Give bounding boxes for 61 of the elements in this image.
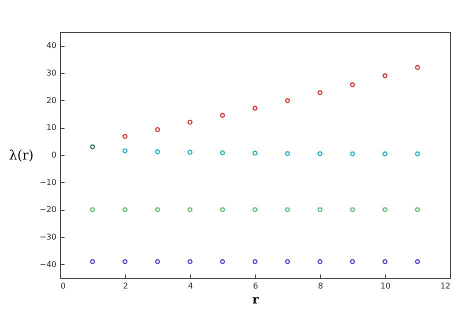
point bbox=[90, 144, 95, 150]
point bbox=[220, 150, 225, 156]
point bbox=[382, 259, 388, 264]
point bbox=[285, 259, 290, 264]
point bbox=[155, 207, 160, 212]
point bbox=[415, 259, 420, 264]
point bbox=[122, 148, 128, 154]
x-tick-label: 0 bbox=[60, 282, 66, 290]
y-axis-title: λ(r) bbox=[9, 148, 34, 164]
point bbox=[318, 259, 322, 264]
x-tick-label: 10 bbox=[380, 282, 391, 290]
y-tick-label: 10 bbox=[46, 123, 56, 132]
point bbox=[285, 98, 290, 104]
point bbox=[188, 259, 192, 264]
point bbox=[90, 207, 95, 212]
point bbox=[318, 151, 322, 156]
y-tick-label: 40 bbox=[46, 41, 56, 50]
point bbox=[220, 207, 225, 212]
x-axis-title: r bbox=[252, 292, 260, 306]
y-tick-label: −20 bbox=[40, 205, 56, 214]
point bbox=[382, 207, 388, 212]
point bbox=[415, 207, 420, 212]
point bbox=[155, 149, 160, 154]
point bbox=[382, 73, 388, 78]
point bbox=[382, 151, 388, 156]
y-tick-label: −40 bbox=[40, 260, 56, 269]
point bbox=[350, 259, 355, 264]
point bbox=[350, 207, 355, 212]
point bbox=[350, 82, 355, 88]
point bbox=[318, 90, 322, 96]
y-tick-label: 0 bbox=[51, 150, 56, 160]
y-tick-label: −30 bbox=[40, 232, 56, 242]
point bbox=[188, 150, 192, 155]
point bbox=[415, 65, 420, 70]
x-tick-label: 12 bbox=[440, 282, 450, 290]
y-tick-label: 30 bbox=[46, 68, 56, 78]
point bbox=[415, 151, 420, 156]
point bbox=[285, 207, 290, 212]
x-tick-label: 8 bbox=[318, 282, 324, 290]
point bbox=[252, 106, 258, 111]
point bbox=[220, 259, 225, 264]
point bbox=[155, 259, 160, 264]
y-tick-label: 20 bbox=[46, 96, 56, 105]
point bbox=[252, 259, 258, 264]
y-tick-label: −10 bbox=[40, 178, 56, 187]
point bbox=[155, 127, 160, 132]
point bbox=[318, 207, 322, 212]
x-tick-label: 2 bbox=[122, 282, 128, 290]
x-tick-label: 6 bbox=[252, 282, 258, 290]
point bbox=[220, 112, 225, 118]
point bbox=[252, 150, 258, 156]
point bbox=[350, 151, 355, 156]
point bbox=[285, 151, 290, 156]
point bbox=[90, 259, 95, 264]
point bbox=[188, 207, 192, 212]
point bbox=[122, 207, 128, 212]
point bbox=[252, 207, 258, 212]
point bbox=[122, 259, 128, 264]
point bbox=[188, 120, 192, 125]
point bbox=[122, 134, 128, 139]
x-tick-label: 4 bbox=[188, 282, 194, 290]
